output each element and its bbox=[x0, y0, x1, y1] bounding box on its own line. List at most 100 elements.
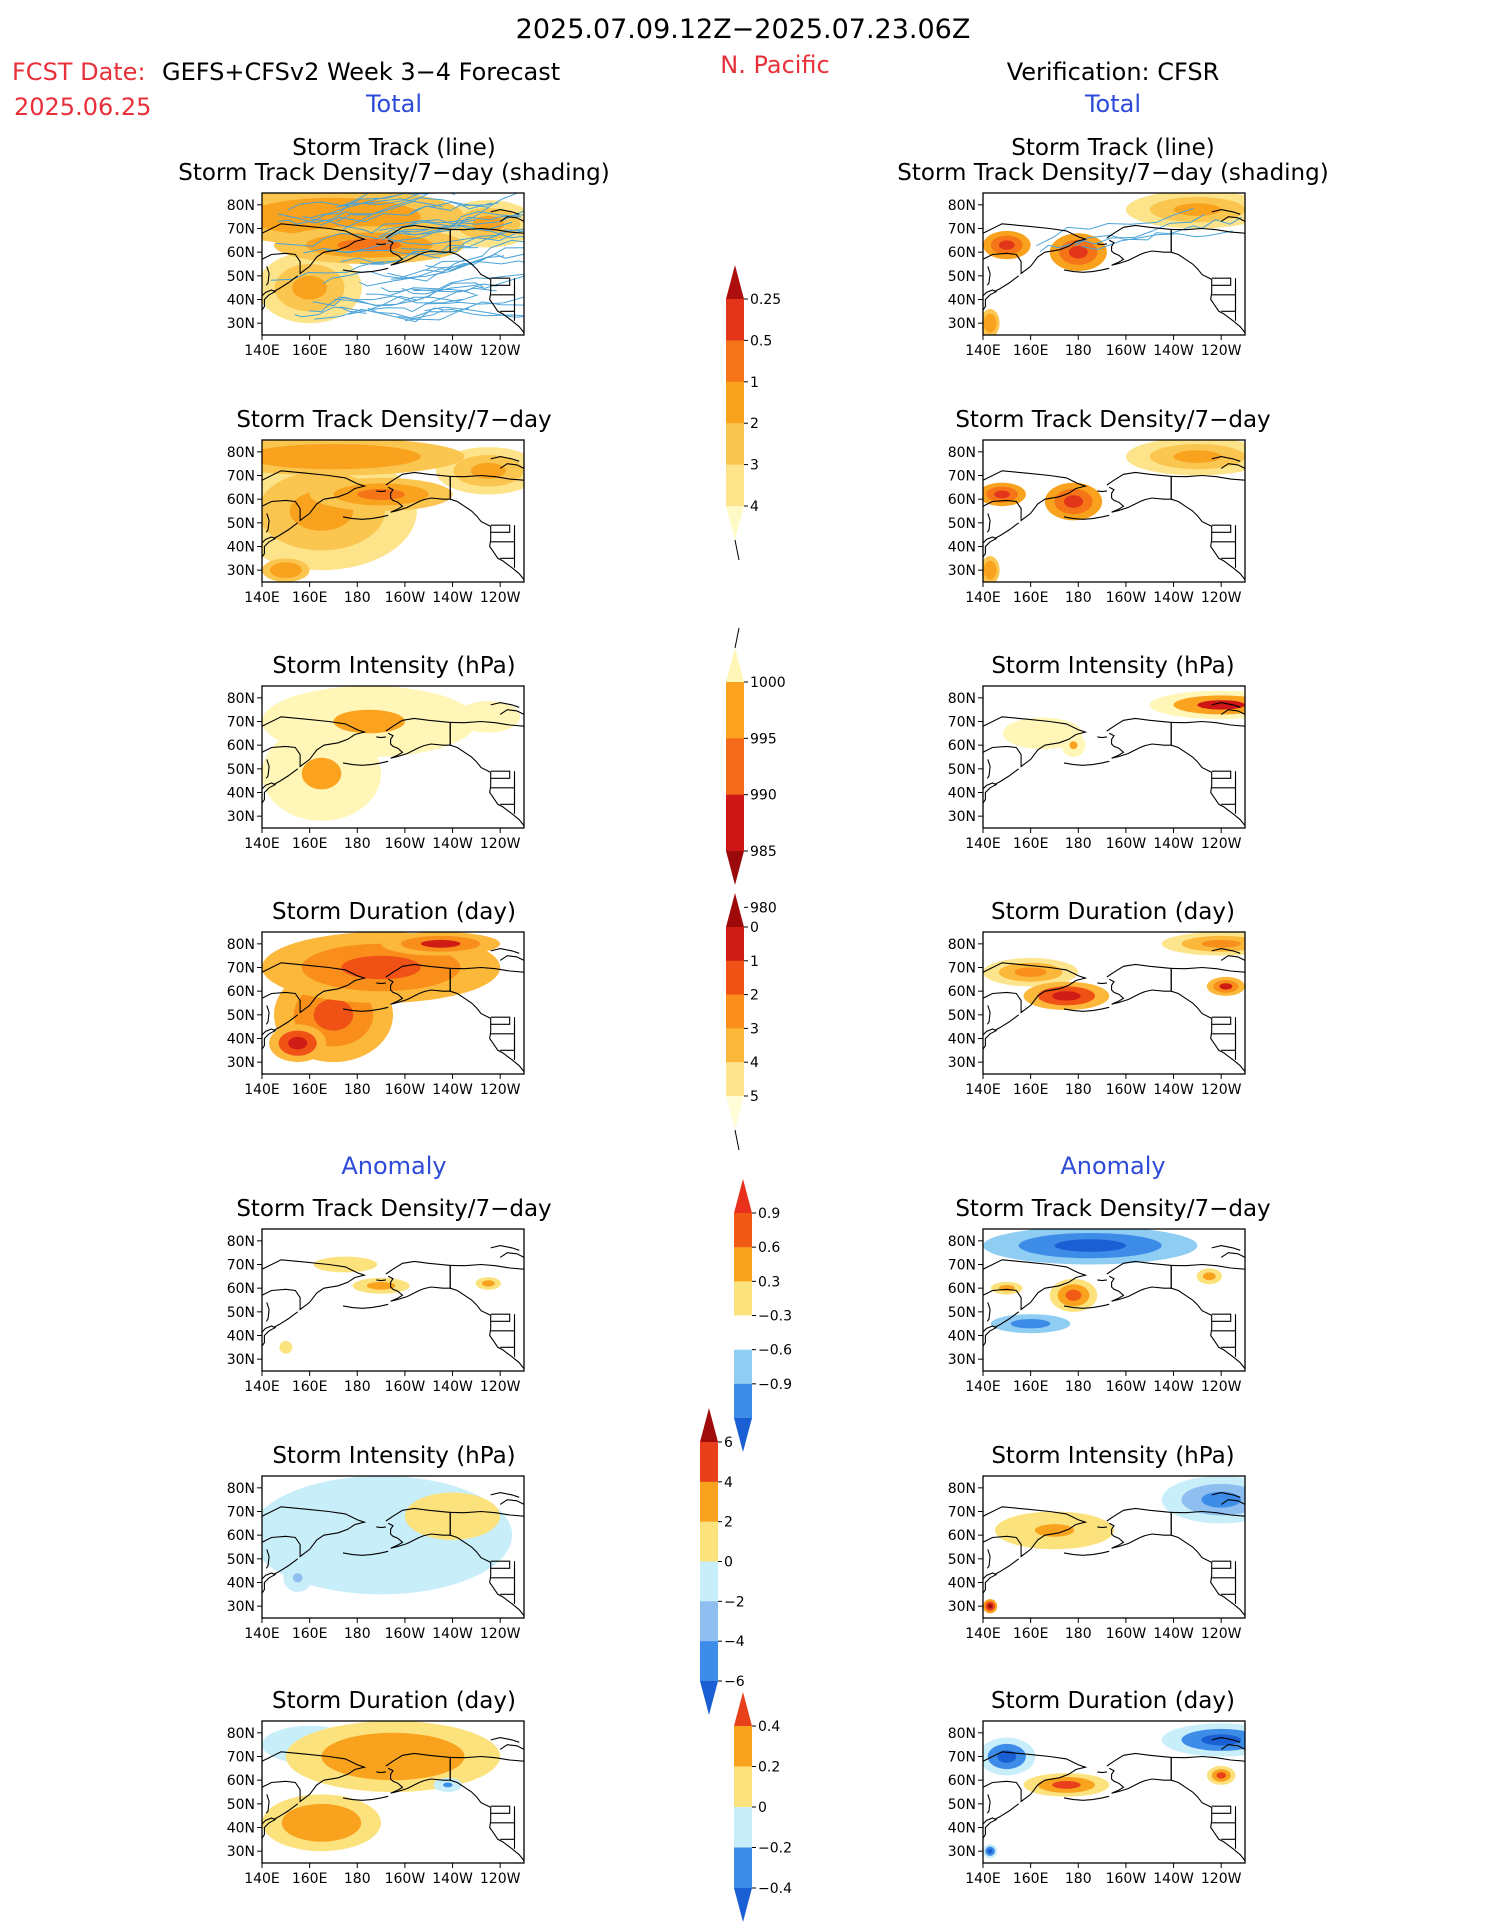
x-tick-label: 120W bbox=[1201, 1082, 1242, 1098]
x-tick-label: 120W bbox=[480, 1626, 521, 1642]
y-tick-label: 50N bbox=[227, 1552, 255, 1568]
colorbar-segment bbox=[726, 794, 744, 852]
colorbar-tick-label: −6 bbox=[724, 1674, 745, 1690]
y-tick-label: 80N bbox=[227, 445, 255, 461]
coastline-panhandle bbox=[450, 498, 524, 580]
colorbar-segment bbox=[734, 1383, 752, 1419]
coastline-islands2 bbox=[490, 948, 520, 954]
coastline-islands bbox=[499, 955, 524, 961]
x-tick-label: 160E bbox=[292, 1082, 328, 1098]
coastline-japan bbox=[262, 782, 277, 804]
panel-title: Storm Intensity (hPa) bbox=[272, 653, 515, 679]
storm-track-line bbox=[277, 211, 372, 224]
coastline-islands bbox=[1220, 955, 1245, 961]
coastline-us_state1 bbox=[490, 1313, 511, 1322]
y-tick-label: 70N bbox=[227, 1258, 255, 1274]
coastline-sakhalin bbox=[986, 266, 991, 286]
x-tick-label: 140W bbox=[432, 1082, 473, 1098]
storm-track-line bbox=[294, 306, 367, 318]
y-tick-label: 80N bbox=[948, 691, 976, 707]
shading-blob bbox=[986, 565, 994, 575]
coastline-asia bbox=[262, 223, 367, 275]
coastline-us_state1 bbox=[490, 524, 511, 533]
shading-blob bbox=[1173, 450, 1222, 463]
y-tick-label: 70N bbox=[948, 715, 976, 731]
coastline-aleutians bbox=[342, 760, 389, 766]
coastline-islands2 bbox=[490, 209, 520, 215]
colorbar-tick-label: 0.9 bbox=[758, 1206, 780, 1222]
shading-blob bbox=[1201, 939, 1241, 948]
coastline-kurils bbox=[994, 1014, 1020, 1031]
coastline-islands2 bbox=[490, 456, 520, 462]
y-tick-label: 70N bbox=[227, 222, 255, 238]
colorbar-segment bbox=[734, 1281, 752, 1316]
coastline-japan bbox=[983, 1325, 998, 1347]
coastline-panhandle bbox=[450, 1779, 524, 1861]
x-tick-label: 160E bbox=[292, 343, 328, 359]
colorbar-segment bbox=[726, 927, 744, 962]
map-area bbox=[262, 1721, 524, 1863]
colorbar-tick-label: −0.6 bbox=[758, 1343, 792, 1359]
x-tick-label: 140W bbox=[432, 836, 473, 852]
colorbar-tick-label: 0.2 bbox=[758, 1760, 780, 1776]
map-panel-ob-anom-intensity: 140E 160E 180 160W 140W 120W 30N 40N 50N 60N 70N 80… bbox=[948, 1443, 1246, 1642]
verification-total-label: Total bbox=[1084, 90, 1141, 118]
coastline-japan bbox=[983, 782, 998, 804]
x-tick-label: 140E bbox=[965, 1379, 1001, 1395]
panel-title: Storm Duration (day) bbox=[272, 899, 516, 925]
storm-track-lines bbox=[1036, 207, 1242, 252]
coastline-islands bbox=[1220, 216, 1245, 222]
x-tick-label: 180 bbox=[1065, 590, 1092, 606]
x-tick-label: 120W bbox=[1201, 1871, 1242, 1887]
shading-blob bbox=[1068, 245, 1088, 259]
colorbar-tick-label: 2 bbox=[724, 1515, 733, 1531]
y-tick-label: 30N bbox=[227, 1352, 255, 1368]
coastline-panhandle bbox=[1171, 990, 1245, 1072]
colorbar-density_total: 0.25 0.5 1 2 3 4 bbox=[726, 265, 781, 561]
y-tick-label: 80N bbox=[227, 1726, 255, 1742]
colorbar-segment bbox=[726, 682, 744, 739]
coastline-islands2 bbox=[1211, 702, 1241, 708]
shading-blob bbox=[987, 1603, 993, 1609]
y-tick-label: 70N bbox=[948, 1505, 976, 1521]
y-tick-label: 40N bbox=[948, 293, 976, 309]
x-tick-label: 160E bbox=[1013, 1871, 1049, 1887]
coastline-sakhalin bbox=[986, 1302, 991, 1322]
colorbar-tick-label: 2 bbox=[750, 416, 759, 432]
colorbar-tick-label: 2 bbox=[750, 988, 759, 1004]
shading-blob bbox=[1052, 991, 1081, 1001]
x-tick-label: 160W bbox=[1106, 590, 1147, 606]
x-tick-label: 160W bbox=[1106, 1082, 1147, 1098]
coastline-alaska bbox=[385, 1752, 451, 1794]
coastline-alaska bbox=[385, 1260, 451, 1302]
map-area bbox=[262, 1229, 524, 1371]
coastline-asia bbox=[262, 1751, 367, 1803]
coastline-us_state1 bbox=[490, 277, 511, 286]
shading-blob bbox=[313, 1256, 378, 1273]
coastline-japan bbox=[262, 1817, 277, 1839]
y-tick-label: 60N bbox=[227, 245, 255, 261]
coastline-canada bbox=[450, 1510, 524, 1517]
shading-blob bbox=[1197, 700, 1245, 710]
coastline-asia bbox=[983, 223, 1088, 275]
colorbar-intensity_anom: 6 4 2 0 −2 −4 −6 bbox=[700, 1408, 745, 1715]
panel-title: Storm Intensity (hPa) bbox=[991, 653, 1234, 679]
y-tick-label: 60N bbox=[227, 984, 255, 1000]
storm-track-line bbox=[424, 239, 524, 271]
coastlines bbox=[262, 456, 524, 580]
colorbar-segment bbox=[700, 1601, 718, 1642]
x-tick-label: 120W bbox=[1201, 1626, 1242, 1642]
shading-blob bbox=[1219, 983, 1233, 990]
coastline-canada bbox=[1171, 227, 1245, 234]
coastline-kurils bbox=[994, 1558, 1020, 1575]
map-frame bbox=[261, 1720, 525, 1864]
x-tick-label: 140E bbox=[965, 343, 1001, 359]
coastline-aleutians bbox=[342, 1550, 389, 1556]
coastline-japan bbox=[983, 1817, 998, 1839]
coastline-sakhalin bbox=[265, 1005, 270, 1025]
coastline-aleutians bbox=[342, 1795, 389, 1801]
panel-title: Storm Intensity (hPa) bbox=[991, 1443, 1234, 1469]
shading-blob bbox=[1014, 967, 1047, 977]
map-area bbox=[983, 1476, 1245, 1618]
